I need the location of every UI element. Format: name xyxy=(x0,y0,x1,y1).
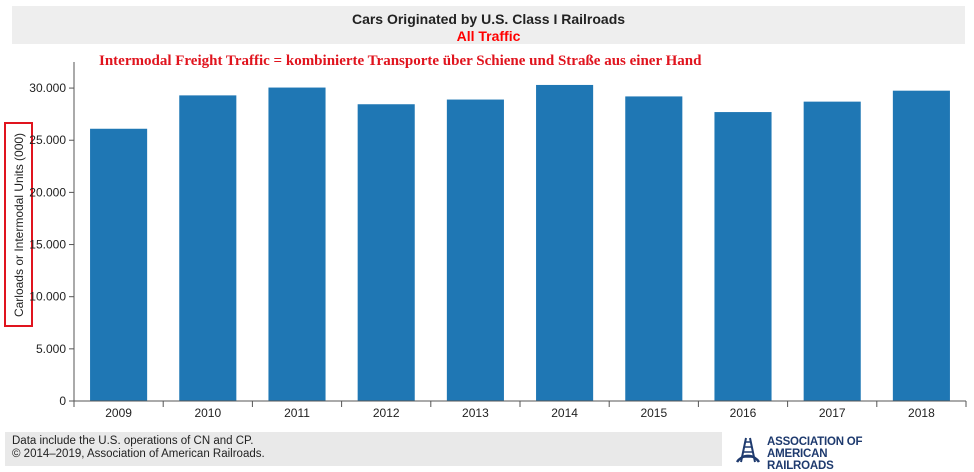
railroad-track-icon xyxy=(735,437,761,463)
chart-title-box: Cars Originated by U.S. Class I Railroad… xyxy=(12,6,965,44)
y-tick-label: 15.000 xyxy=(29,238,66,252)
bar-chart: 0 5.000 10.000 15.000 20.000 25.000 30.000 2009… xyxy=(29,62,967,420)
x-tick-label-2018: 2018 xyxy=(908,406,935,420)
bar-2016 xyxy=(714,112,772,402)
bar-2014 xyxy=(536,84,594,401)
x-tick-label-2012: 2012 xyxy=(373,406,400,420)
y-tick-label: 25.000 xyxy=(29,133,66,147)
logo-line1: ASSOCIATION OF xyxy=(767,436,863,448)
axes-group: 0 5.000 10.000 15.000 20.000 25.000 30.000 2009… xyxy=(29,62,967,420)
chart-subtitle: All Traffic xyxy=(456,28,521,44)
x-tick-label-2017: 2017 xyxy=(819,406,846,420)
logo-line2: AMERICAN RAILROADS xyxy=(767,448,834,472)
aar-logo: ASSOCIATION OF AMERICAN RAILROADS xyxy=(733,432,893,472)
y-tick-label: 30.000 xyxy=(29,81,66,95)
x-tick-label-2015: 2015 xyxy=(640,406,667,420)
y-tick-label: 10.000 xyxy=(29,290,66,304)
bars-group xyxy=(90,84,950,402)
y-tick-label: 0 xyxy=(59,394,66,408)
bar-2009 xyxy=(90,128,148,401)
bar-2012 xyxy=(357,104,415,401)
bar-2013 xyxy=(446,99,504,401)
footer-copyright: © 2014–2019, Association of American Rai… xyxy=(12,448,265,460)
footer-note: Data include the U.S. operations of CN a… xyxy=(12,435,254,447)
x-tick-label-2010: 2010 xyxy=(194,406,221,420)
x-tick-label-2016: 2016 xyxy=(730,406,757,420)
chart-title: Cars Originated by U.S. Class I Railroad… xyxy=(351,11,626,27)
y-tick-label: 20.000 xyxy=(29,185,66,199)
y-tick-label: 5.000 xyxy=(36,342,66,356)
footer: Data include the U.S. operations of CN a… xyxy=(5,432,722,466)
x-tick-label-2011: 2011 xyxy=(284,406,310,420)
chart-annotation: Intermodal Freight Traffic = kombinierte… xyxy=(99,53,702,69)
bar-2010 xyxy=(179,95,237,401)
x-tick-label-2013: 2013 xyxy=(462,406,489,420)
x-tick-label-2009: 2009 xyxy=(105,406,132,420)
bar-2018 xyxy=(892,90,950,401)
bar-2011 xyxy=(268,87,326,401)
bar-2015 xyxy=(625,96,683,401)
x-tick-label-2014: 2014 xyxy=(551,406,578,420)
bar-2017 xyxy=(803,101,861,401)
logo-text: ASSOCIATION OF AMERICAN RAILROADS xyxy=(767,436,893,472)
ylabel-highlight-box xyxy=(4,122,33,327)
